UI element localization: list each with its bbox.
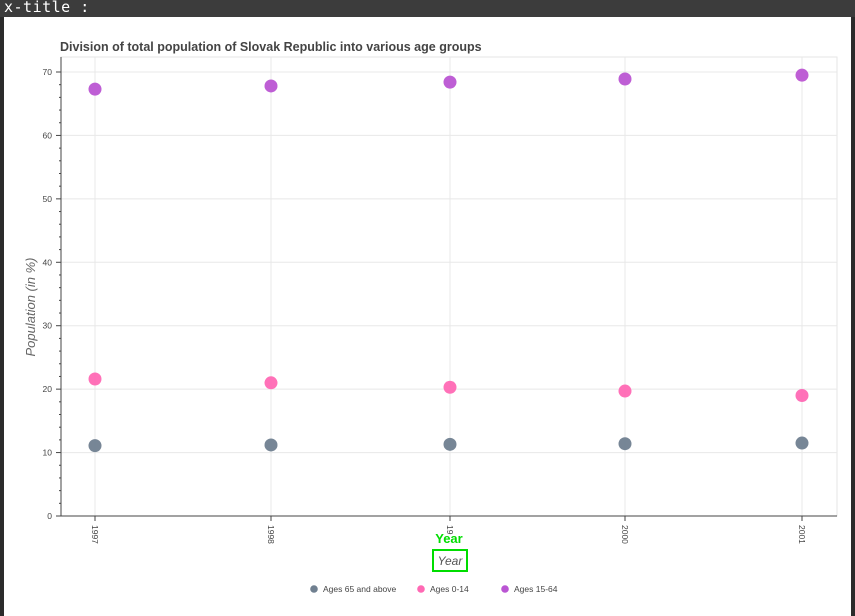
axes: 0 10 20 30 40 50 60 70 1997 1998 19 2000 2001 — [43, 57, 837, 544]
data-point — [795, 436, 809, 450]
scatter-chart: 0 10 20 30 40 50 60 70 1997 1998 19 2000 2001 Divisi… — [23, 40, 838, 594]
y-tick-label: 40 — [43, 257, 53, 267]
x-axis-label-highlight-box — [432, 549, 468, 572]
data-point — [264, 79, 278, 93]
data-point — [618, 72, 632, 86]
chart-panel: 0 10 20 30 40 50 60 70 1997 1998 19 2000 2001 Divisi… — [4, 17, 851, 616]
chart-title: Division of total population of Slovak R… — [60, 40, 482, 54]
x-axis-label: Year — [438, 554, 464, 568]
data-point — [443, 380, 457, 394]
x-tick-label: 2001 — [797, 525, 807, 544]
legend-marker — [501, 585, 509, 593]
series-group — [88, 436, 809, 453]
legend-entry-label: Ages 65 and above — [323, 584, 397, 594]
y-tick-label: 0 — [47, 511, 52, 521]
y-tick-label: 10 — [43, 448, 53, 458]
series-group — [88, 372, 809, 402]
data-point — [88, 372, 102, 386]
y-tick-label: 30 — [43, 321, 53, 331]
data-point — [618, 384, 632, 398]
y-tick-label: 70 — [43, 67, 53, 77]
data-point — [618, 437, 632, 451]
series-group — [88, 68, 809, 96]
data-point — [795, 388, 809, 402]
annotation-label: Year — [435, 531, 462, 546]
data-point — [88, 439, 102, 453]
data-point — [264, 438, 278, 452]
legend-entry-label: Ages 0-14 — [430, 584, 469, 594]
data-point — [443, 75, 457, 89]
legend-marker — [417, 585, 425, 593]
x-tick-label: 2000 — [620, 525, 630, 544]
legend-marker — [310, 585, 318, 593]
data-points — [88, 68, 809, 453]
title-bar: x-title : — [0, 0, 855, 17]
data-point — [88, 82, 102, 96]
y-tick-label: 50 — [43, 194, 53, 204]
data-point — [443, 437, 457, 451]
y-tick-label: 60 — [43, 130, 53, 140]
y-tick-label: 20 — [43, 384, 53, 394]
y-axis-label: Population (in %) — [23, 258, 38, 357]
x-tick-label: 19 — [445, 525, 455, 535]
data-point — [264, 376, 278, 390]
data-point — [795, 68, 809, 82]
window-title: x-title : — [4, 0, 90, 16]
x-tick-label: 1998 — [266, 525, 276, 544]
x-tick-label: 1997 — [90, 525, 100, 544]
legend-entry-label: Ages 15-64 — [514, 584, 558, 594]
legend: Ages 65 and above Ages 0-14 Ages 15-64 — [310, 584, 558, 594]
